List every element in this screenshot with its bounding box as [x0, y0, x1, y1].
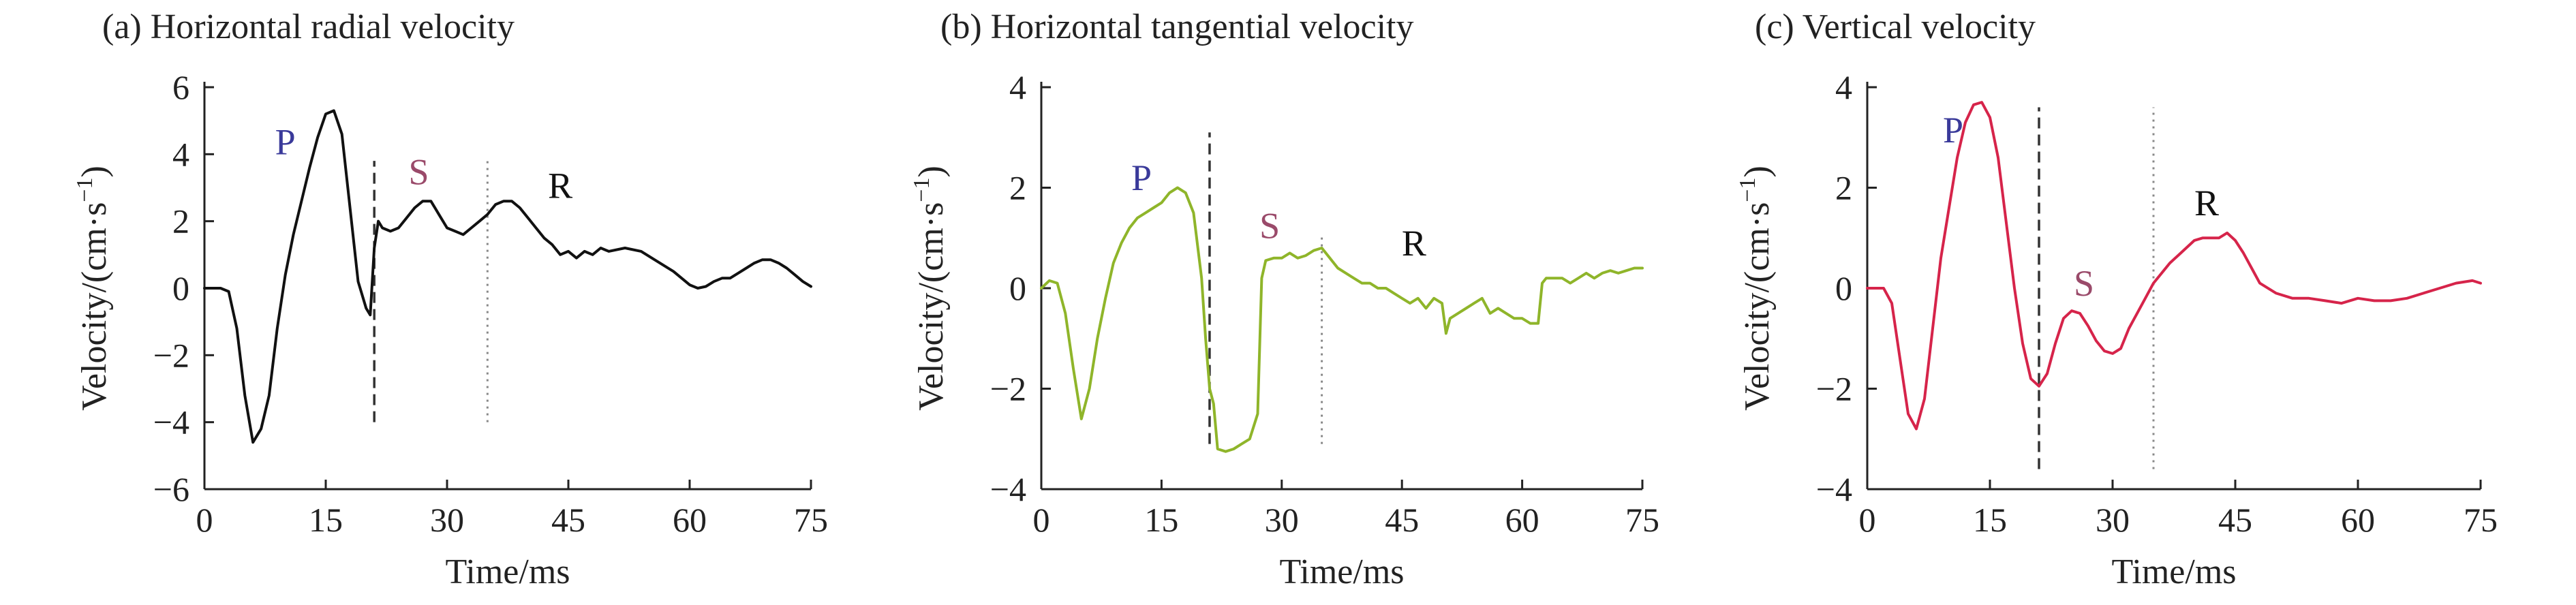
y-tick-label-c: −2	[1816, 370, 1852, 408]
wave-label-r-c: R	[2194, 183, 2219, 223]
y-axis-label-sup-c: −1	[1735, 178, 1760, 202]
y-axis-label-text-a: Velocity/(cm·s	[75, 202, 114, 411]
chart-b: (b) Horizontal tangential velocity 0 15 30 4…	[909, 7, 1659, 591]
x-tick-label-c: 60	[2341, 501, 2375, 539]
x-tick-label-a: 15	[309, 501, 343, 539]
series-line-b	[1040, 186, 1644, 453]
series-line-c	[1866, 101, 2482, 431]
chart-title-c: (c) Vertical velocity	[1755, 7, 2036, 46]
y-axis-label-text-c: Velocity/(cm·s	[1738, 202, 1777, 411]
y-tick-label-a: −4	[153, 403, 189, 441]
x-tick-label-b: 15	[1144, 501, 1178, 539]
chart-panel-c: (c) Vertical velocity 0 15 30 45 60 75 −4 −2 0 2 4 T…	[1717, 0, 2576, 605]
wave-label-p-b: P	[1131, 157, 1152, 198]
chart-panel-a: (a) Horizontal radial velocity 0 15 30 45 60 7…	[0, 0, 859, 605]
chart-panel-b: (b) Horizontal tangential velocity 0 15 30 4…	[859, 0, 1717, 605]
y-tick-label-a: 2	[172, 202, 189, 241]
y-tick-label-c: 4	[1835, 68, 1852, 106]
x-tick-label-b: 75	[1625, 501, 1659, 539]
x-tick-label-b: 30	[1265, 501, 1299, 539]
y-tick-label-b: 0	[1009, 269, 1026, 307]
x-axis-label-b: Time/ms	[1279, 553, 1404, 591]
chart-title-b: (b) Horizontal tangential velocity	[940, 7, 1414, 46]
y-axis-label-text-b: Velocity/(cm·s	[912, 202, 951, 411]
y-tick-label-b: −4	[990, 470, 1026, 508]
y-axis-label-sup-b: −1	[909, 178, 934, 202]
x-tick-label-a: 45	[551, 501, 585, 539]
x-tick-label-b: 0	[1033, 501, 1050, 539]
wave-label-p-a: P	[275, 121, 296, 162]
y-tick-label-a: 6	[172, 68, 189, 106]
y-axis-label-sup-a: −1	[72, 178, 97, 202]
chart-title-a: (a) Horizontal radial velocity	[102, 7, 515, 46]
wave-label-s-a: S	[408, 152, 429, 193]
y-axis-label-c: Velocity/(cm·s−1)	[1735, 166, 1777, 411]
wave-label-r-b: R	[1402, 223, 1426, 264]
y-tick-label-a: 0	[172, 269, 189, 307]
wave-label-s-b: S	[1259, 205, 1280, 246]
x-tick-label-c: 45	[2218, 501, 2252, 539]
y-axis-label-close-a: )	[75, 166, 114, 177]
x-tick-label-b: 45	[1385, 501, 1419, 539]
x-tick-label-a: 60	[673, 501, 707, 539]
x-tick-label-a: 0	[196, 501, 213, 539]
y-tick-label-a: −2	[153, 336, 189, 374]
y-axis-label-a: Velocity/(cm·s−1)	[72, 166, 114, 411]
x-axis-label-c: Time/ms	[2111, 553, 2236, 591]
x-tick-label-c: 30	[2096, 501, 2130, 539]
x-axis-label-a: Time/ms	[445, 553, 570, 591]
y-axis-label-close-c: )	[1738, 166, 1777, 177]
x-tick-label-c: 0	[1859, 501, 1876, 539]
wave-label-s-c: S	[2074, 263, 2094, 304]
y-tick-label-a: −6	[153, 470, 189, 508]
series-line-a	[203, 109, 812, 444]
x-tick-label-b: 60	[1505, 501, 1539, 539]
y-tick-label-c: 0	[1835, 269, 1852, 307]
y-tick-label-b: 4	[1009, 68, 1026, 106]
y-axis-label-b: Velocity/(cm·s−1)	[909, 166, 951, 411]
y-tick-label-c: 2	[1835, 169, 1852, 207]
x-tick-label-c: 15	[1973, 501, 2007, 539]
y-tick-label-c: −4	[1816, 470, 1852, 508]
y-tick-label-a: 4	[172, 135, 189, 173]
x-tick-label-c: 75	[2464, 501, 2498, 539]
wave-label-r-a: R	[548, 165, 572, 206]
y-tick-label-b: −2	[990, 370, 1026, 408]
wave-label-p-c: P	[1943, 110, 1963, 151]
chart-c: (c) Vertical velocity 0 15 30 45 60 75 −4 −2 0 2 4 T…	[1735, 7, 2498, 591]
x-tick-label-a: 75	[794, 501, 828, 539]
y-tick-label-b: 2	[1009, 169, 1026, 207]
x-tick-label-a: 30	[430, 501, 464, 539]
y-axis-label-close-b: )	[912, 166, 951, 177]
